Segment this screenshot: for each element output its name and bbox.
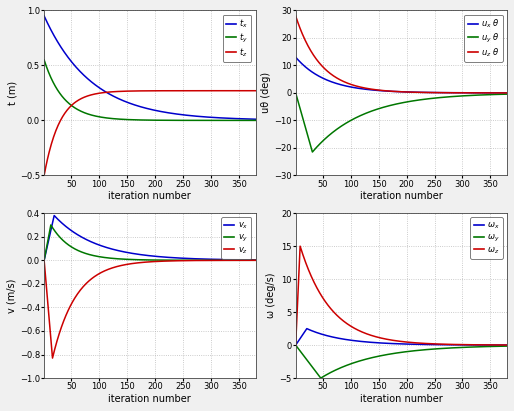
- X-axis label: iteration number: iteration number: [360, 394, 443, 404]
- X-axis label: iteration number: iteration number: [360, 192, 443, 201]
- Y-axis label: ω (deg/s): ω (deg/s): [266, 273, 277, 319]
- X-axis label: iteration number: iteration number: [108, 394, 191, 404]
- Legend: $t_x$, $t_y$, $t_z$: $t_x$, $t_y$, $t_z$: [223, 15, 251, 62]
- Legend: $v_x$, $v_y$, $v_z$: $v_x$, $v_y$, $v_z$: [221, 217, 251, 259]
- Y-axis label: uθ (deg): uθ (deg): [261, 72, 271, 113]
- Legend: $\omega_x$, $\omega_y$, $\omega_z$: $\omega_x$, $\omega_y$, $\omega_z$: [470, 217, 503, 259]
- X-axis label: iteration number: iteration number: [108, 192, 191, 201]
- Legend: $u_x\ \theta$, $u_y\ \theta$, $u_z\ \theta$: $u_x\ \theta$, $u_y\ \theta$, $u_z\ \the…: [464, 15, 503, 62]
- Y-axis label: t (m): t (m): [7, 81, 17, 105]
- Y-axis label: v (m/s): v (m/s): [7, 278, 17, 313]
